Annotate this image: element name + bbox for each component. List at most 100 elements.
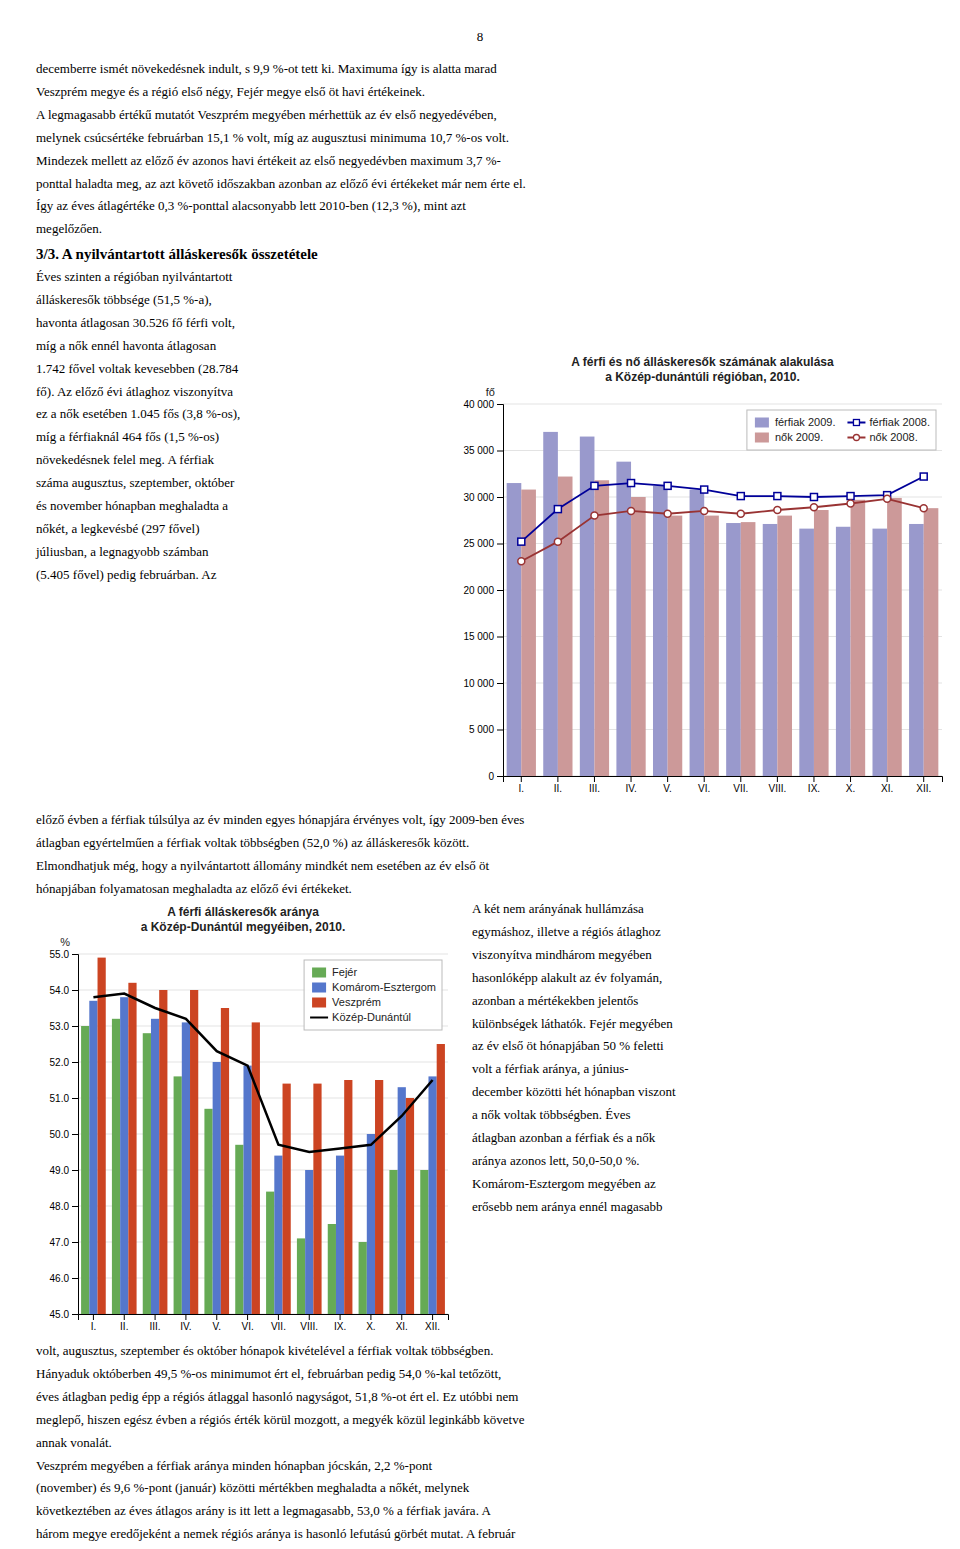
x-tick: VI.	[241, 1314, 253, 1332]
text-line: Komárom-Esztergom megyében az	[472, 1176, 656, 1191]
bar	[143, 1033, 151, 1314]
y-tick: 10 000	[463, 678, 503, 689]
text-line: 1.742 fővel voltak kevesebben (28.784	[36, 361, 239, 376]
marker	[774, 507, 781, 514]
x-tick-mark	[247, 1314, 248, 1320]
legend-label: Közép-Dunántúl	[332, 1011, 411, 1023]
bar	[120, 997, 128, 1314]
bar-series	[507, 432, 924, 776]
legend-label: nők 2009.	[775, 431, 823, 443]
x-tick: VI.	[698, 776, 710, 794]
bar	[112, 1019, 120, 1314]
legend-label: Komárom-Esztergom	[332, 981, 436, 993]
y-tick-mark	[497, 497, 503, 498]
x-tick-mark	[340, 1314, 341, 1320]
marker	[847, 500, 854, 507]
chart-title: A férfi álláskeresők arányaa Közép-Dunán…	[141, 905, 346, 934]
y-tick-mark	[72, 990, 78, 991]
x-tick-label: IX.	[334, 1321, 346, 1332]
bar	[98, 958, 106, 1314]
marker	[884, 495, 891, 502]
y-tick-mark	[497, 637, 503, 638]
y-tick: 50.0	[50, 1129, 78, 1140]
y-tick: 47.0	[50, 1237, 78, 1248]
x-tick-label: VIII.	[768, 783, 786, 794]
x-tick: VIII.	[768, 776, 786, 794]
text-line: fő). Az előző évi átlaghoz viszonyítva	[36, 384, 233, 399]
y-tick-mark	[72, 1062, 78, 1063]
y-tick-mark	[497, 730, 503, 731]
bar	[420, 1170, 428, 1314]
bar	[375, 1080, 383, 1314]
x-tick-mark	[631, 776, 632, 782]
x-tick-mark	[432, 1314, 433, 1320]
bar	[799, 529, 814, 776]
bar	[190, 990, 198, 1314]
x-tick-mark	[124, 1314, 125, 1320]
x-tick-mark	[309, 1314, 310, 1320]
y-tick-label: 47.0	[50, 1237, 70, 1248]
x-tick-label: VII.	[271, 1321, 286, 1332]
text-line: Veszprém megye és a régió első négy, Fej…	[36, 84, 425, 99]
bar	[252, 1022, 260, 1314]
text-line: Így az éves átlagértéke 0,3 %-ponttal al…	[36, 198, 466, 213]
y-tick-mark	[497, 404, 503, 405]
y-tick-label: 50.0	[50, 1129, 70, 1140]
marker	[920, 505, 927, 512]
bar-series	[89, 997, 436, 1314]
legend-item: Veszprém	[312, 996, 381, 1008]
x-tick: XI.	[396, 1314, 408, 1332]
bar	[359, 1242, 367, 1314]
legend-symbol	[312, 998, 326, 1008]
bar	[741, 522, 756, 776]
x-tick: VII.	[271, 1314, 286, 1332]
text-line: ez a nők esetében 1.045 fős (3,8 %-os),	[36, 406, 240, 421]
bar	[558, 477, 573, 776]
marker	[810, 494, 817, 501]
marker	[920, 473, 927, 480]
x-tick: I.	[91, 1314, 97, 1332]
bar	[313, 1084, 321, 1314]
y-tick: 54.0	[50, 985, 78, 996]
marker	[847, 493, 854, 500]
marker	[774, 493, 781, 500]
text-line: decemberre ismét növekedésnek indult, s …	[36, 61, 497, 76]
heading: 3/3. A nyilvántartott álláskeresők össze…	[36, 246, 318, 262]
bar	[909, 524, 924, 776]
x-tick-label: XII.	[916, 783, 931, 794]
y-tick-mark	[72, 1242, 78, 1243]
y-tick-mark	[72, 1026, 78, 1027]
bar	[266, 1192, 274, 1314]
marks	[81, 958, 445, 1314]
y-tick-label: 54.0	[50, 985, 70, 996]
text-line: melynek csúcsértéke februárban 15,1 % vo…	[36, 130, 509, 145]
x-tick-mark	[850, 776, 851, 782]
x-tick-mark	[813, 776, 814, 782]
x-tick-label: VIII.	[300, 1321, 318, 1332]
legend-symbol	[853, 420, 859, 426]
x-tick-mark	[155, 1314, 156, 1320]
x-axis-line	[504, 777, 943, 783]
legend-symbol	[755, 433, 769, 443]
x-tick-mark	[401, 1314, 402, 1320]
legend-symbol	[755, 418, 769, 428]
y-tick-label: 49.0	[50, 1165, 70, 1176]
text-line: Mindezek mellett az előző év azonos havi…	[36, 153, 501, 168]
legend-item: Közép-Dunántúl	[310, 1011, 411, 1023]
legend-symbol	[853, 435, 859, 441]
line	[93, 994, 432, 1152]
bar	[235, 1145, 243, 1314]
x-tick-mark	[557, 776, 558, 782]
x-tick-label: XII.	[425, 1321, 440, 1332]
y-tick: 30 000	[463, 492, 503, 503]
text-line: meglepő, hiszen egész évben a régiós ért…	[36, 1412, 525, 1427]
bar	[543, 432, 558, 776]
marker	[664, 482, 671, 489]
bar	[406, 1098, 414, 1314]
x-tick: I.	[519, 776, 525, 794]
bar-series	[521, 477, 938, 776]
x-tick: IV.	[625, 776, 636, 794]
x-tick: XII.	[425, 1314, 440, 1332]
y-tick-label: 15 000	[463, 631, 494, 642]
marker	[737, 510, 744, 517]
